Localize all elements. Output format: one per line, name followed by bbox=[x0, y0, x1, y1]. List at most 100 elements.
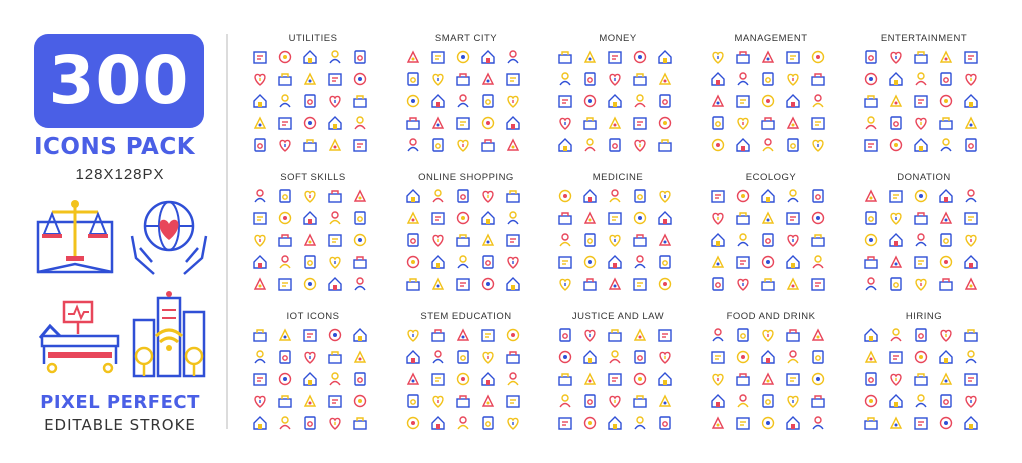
category-line-icon bbox=[634, 189, 646, 203]
category-line-icon bbox=[583, 350, 597, 364]
category-line-icon bbox=[456, 372, 470, 386]
category-line-icon bbox=[304, 255, 316, 269]
category-line-icon bbox=[253, 51, 267, 64]
category-line-icon bbox=[432, 350, 444, 364]
category-line-icon bbox=[737, 328, 749, 342]
category-line-icon bbox=[865, 277, 877, 291]
category-line-icon bbox=[303, 211, 317, 225]
category-line-icon bbox=[914, 350, 928, 364]
category-title: HIRING bbox=[905, 311, 943, 322]
category-line-icon bbox=[761, 211, 775, 224]
category-line-icon bbox=[407, 233, 419, 247]
category-line-icon bbox=[253, 255, 267, 269]
editable-stroke-label: EDITABLE STROKE bbox=[44, 416, 196, 434]
category-line-icon bbox=[711, 72, 725, 86]
category-line-icon bbox=[658, 394, 672, 407]
category-line-icon bbox=[303, 72, 317, 85]
category-line-icon bbox=[811, 50, 825, 64]
category-line-icon bbox=[915, 394, 927, 408]
category-justice-and-law: JUSTICE AND LAW bbox=[549, 311, 687, 439]
category-line-icon bbox=[787, 73, 799, 86]
category-line-icon bbox=[786, 329, 800, 342]
category-line-icon bbox=[634, 255, 646, 269]
category-line-icon bbox=[864, 233, 878, 247]
category-line-icon bbox=[711, 255, 725, 268]
category-line-icon bbox=[432, 189, 444, 203]
category-line-icon bbox=[583, 189, 597, 203]
category-line-icon bbox=[865, 116, 877, 130]
category-line-icon bbox=[737, 233, 749, 247]
category-line-icon bbox=[303, 116, 317, 130]
category-line-icon bbox=[432, 234, 444, 247]
category-line-icon bbox=[353, 233, 367, 247]
category-management: MANAGEMENT bbox=[702, 33, 840, 161]
category-line-icon bbox=[559, 117, 571, 130]
category-line-icon bbox=[354, 116, 366, 130]
category-line-icon bbox=[406, 94, 420, 108]
category-line-icon bbox=[890, 212, 902, 225]
justice-scales-icon bbox=[36, 200, 114, 274]
category-line-icon bbox=[736, 51, 750, 64]
category-line-icon bbox=[865, 372, 877, 386]
category-line-icon bbox=[890, 373, 902, 386]
category-line-icon bbox=[583, 117, 597, 130]
category-line-icon bbox=[304, 190, 316, 203]
category-line-icon bbox=[761, 255, 775, 269]
category-line-icon bbox=[939, 211, 953, 224]
category-line-icon bbox=[889, 190, 903, 203]
category-line-icon bbox=[481, 211, 495, 225]
pack-title: ICONS PACK bbox=[34, 134, 196, 160]
category-line-icon bbox=[864, 189, 878, 202]
category-line-icon bbox=[940, 394, 952, 408]
category-line-icon bbox=[329, 417, 341, 430]
category-line-icon bbox=[939, 50, 953, 63]
category-line-icon bbox=[634, 139, 646, 152]
category-line-icon bbox=[329, 372, 341, 386]
category-line-icon bbox=[633, 395, 647, 408]
category-line-icon bbox=[736, 189, 750, 203]
category-line-icon bbox=[506, 138, 520, 151]
category-line-icon bbox=[456, 278, 470, 291]
category-line-icon bbox=[353, 328, 367, 342]
category-line-icon bbox=[964, 116, 978, 129]
category-line-icon bbox=[608, 373, 622, 386]
category-line-icon bbox=[864, 350, 878, 363]
category-line-icon bbox=[940, 72, 952, 86]
category-line-icon bbox=[456, 328, 470, 341]
category-line-icon bbox=[559, 233, 571, 247]
category-line-icon bbox=[431, 416, 445, 430]
category-line-icon bbox=[253, 416, 267, 430]
category-line-icon bbox=[787, 234, 799, 247]
category-line-icon bbox=[737, 72, 749, 86]
category-line-icon bbox=[329, 50, 341, 64]
category-line-icon bbox=[736, 95, 750, 108]
category-line-icon bbox=[762, 233, 774, 247]
category-line-icon bbox=[328, 395, 342, 408]
category-line-icon bbox=[864, 139, 878, 152]
category-line-icon bbox=[864, 95, 878, 108]
category-line-icon bbox=[253, 277, 267, 290]
category-line-icon bbox=[914, 212, 928, 225]
category-line-icon bbox=[712, 116, 724, 130]
category-line-icon bbox=[278, 211, 292, 225]
category-line-icon bbox=[584, 394, 596, 408]
category-line-icon bbox=[659, 255, 671, 269]
category-line-icon bbox=[328, 351, 342, 364]
category-line-icon bbox=[406, 50, 420, 63]
category-line-icon bbox=[608, 116, 622, 129]
category-line-icon bbox=[506, 277, 520, 291]
category-line-icon bbox=[456, 50, 470, 64]
category-line-icon bbox=[811, 372, 825, 386]
category-line-icon bbox=[736, 417, 750, 430]
category-line-icon bbox=[633, 117, 647, 130]
category-line-icon bbox=[457, 350, 469, 364]
category-line-icon bbox=[481, 72, 495, 85]
category-line-icon bbox=[558, 95, 572, 108]
category-line-icon bbox=[278, 395, 292, 408]
category-line-icon bbox=[889, 233, 903, 247]
category-line-icon bbox=[939, 278, 953, 291]
category-line-icon bbox=[431, 212, 445, 225]
category-line-icon bbox=[939, 255, 953, 269]
category-line-icon bbox=[711, 233, 725, 247]
category-line-icon bbox=[583, 416, 597, 430]
